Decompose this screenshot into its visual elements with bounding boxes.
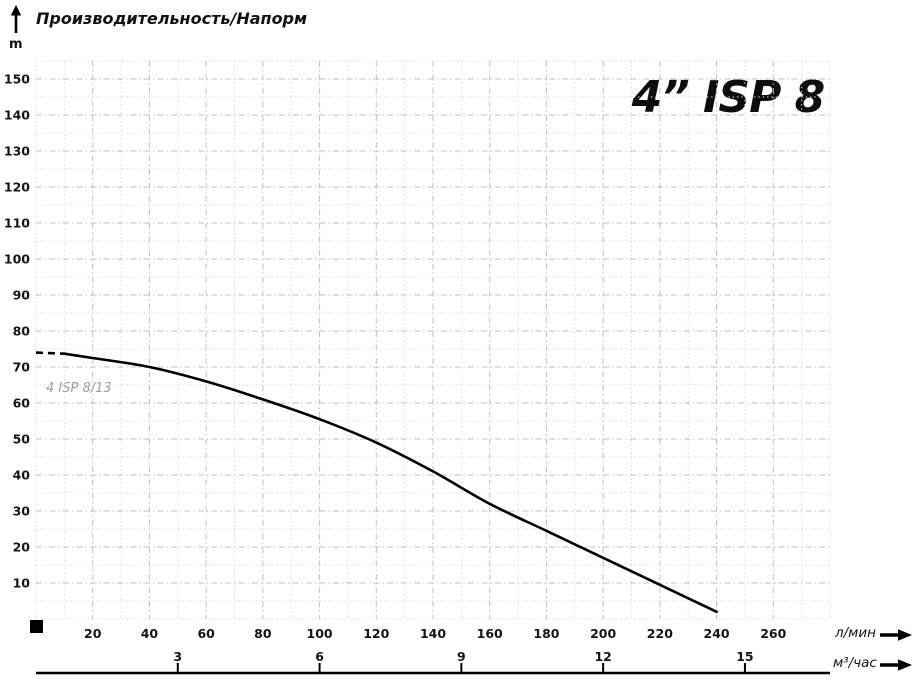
x-tick-label-lmin: 100 bbox=[307, 626, 333, 641]
pump-curve-dashed-start bbox=[35, 351, 65, 355]
x-tick-label-lmin: 40 bbox=[141, 626, 159, 641]
x-tick-label-lmin: 240 bbox=[704, 626, 730, 641]
x-tick-label-m3h: 15 bbox=[736, 649, 753, 664]
y-axis-unit-label: m bbox=[9, 37, 23, 52]
y-tick-label: 120 bbox=[4, 180, 30, 195]
y-tick-label: 20 bbox=[13, 540, 31, 555]
y-tick-label: 70 bbox=[13, 360, 31, 375]
x-tick-label-lmin: 60 bbox=[197, 626, 215, 641]
y-tick-label: 80 bbox=[13, 324, 31, 339]
x-tick-label-m3h: 12 bbox=[594, 649, 611, 664]
pump-curve-line bbox=[63, 352, 718, 614]
y-tick-label: 130 bbox=[4, 144, 30, 159]
x-axis-primary-arrow-icon bbox=[880, 629, 912, 641]
y-tick-label: 50 bbox=[13, 432, 31, 447]
x-tick-label-lmin: 260 bbox=[760, 626, 786, 641]
y-tick-label: 10 bbox=[13, 576, 31, 591]
x-axis-secondary-unit: м³/час bbox=[833, 655, 877, 671]
x-tick-label-lmin: 220 bbox=[647, 626, 673, 641]
x-axis-primary-unit: л/мин bbox=[835, 625, 876, 641]
chart-axis-title: Производительность/Напорм bbox=[36, 9, 308, 28]
y-tick-label: 140 bbox=[4, 108, 30, 123]
x-tick-label-lmin: 180 bbox=[533, 626, 559, 641]
x-tick-label-lmin: 160 bbox=[477, 626, 503, 641]
x-tick-label-lmin: 140 bbox=[420, 626, 446, 641]
x-tick-label-lmin: 80 bbox=[254, 626, 272, 641]
y-tick-label: 110 bbox=[4, 216, 30, 231]
y-tick-label: 90 bbox=[13, 288, 31, 303]
x-tick-label-m3h: 3 bbox=[173, 649, 182, 664]
x-axis-secondary-arrow-icon bbox=[880, 659, 912, 671]
x-tick-label-lmin: 20 bbox=[84, 626, 102, 641]
y-tick-label: 150 bbox=[4, 72, 30, 87]
x-tick-label-lmin: 120 bbox=[363, 626, 389, 641]
y-axis-up-arrow-icon bbox=[10, 5, 22, 33]
x-tick-label-lmin: 200 bbox=[590, 626, 616, 641]
x-tick-label-m3h: 9 bbox=[457, 649, 466, 664]
y-tick-label: 40 bbox=[13, 468, 31, 483]
x-tick-label-m3h: 6 bbox=[315, 649, 324, 664]
origin-marker bbox=[30, 620, 43, 633]
y-tick-label: 30 bbox=[13, 504, 31, 519]
y-tick-label: 60 bbox=[13, 396, 31, 411]
y-tick-label: 100 bbox=[4, 252, 30, 267]
